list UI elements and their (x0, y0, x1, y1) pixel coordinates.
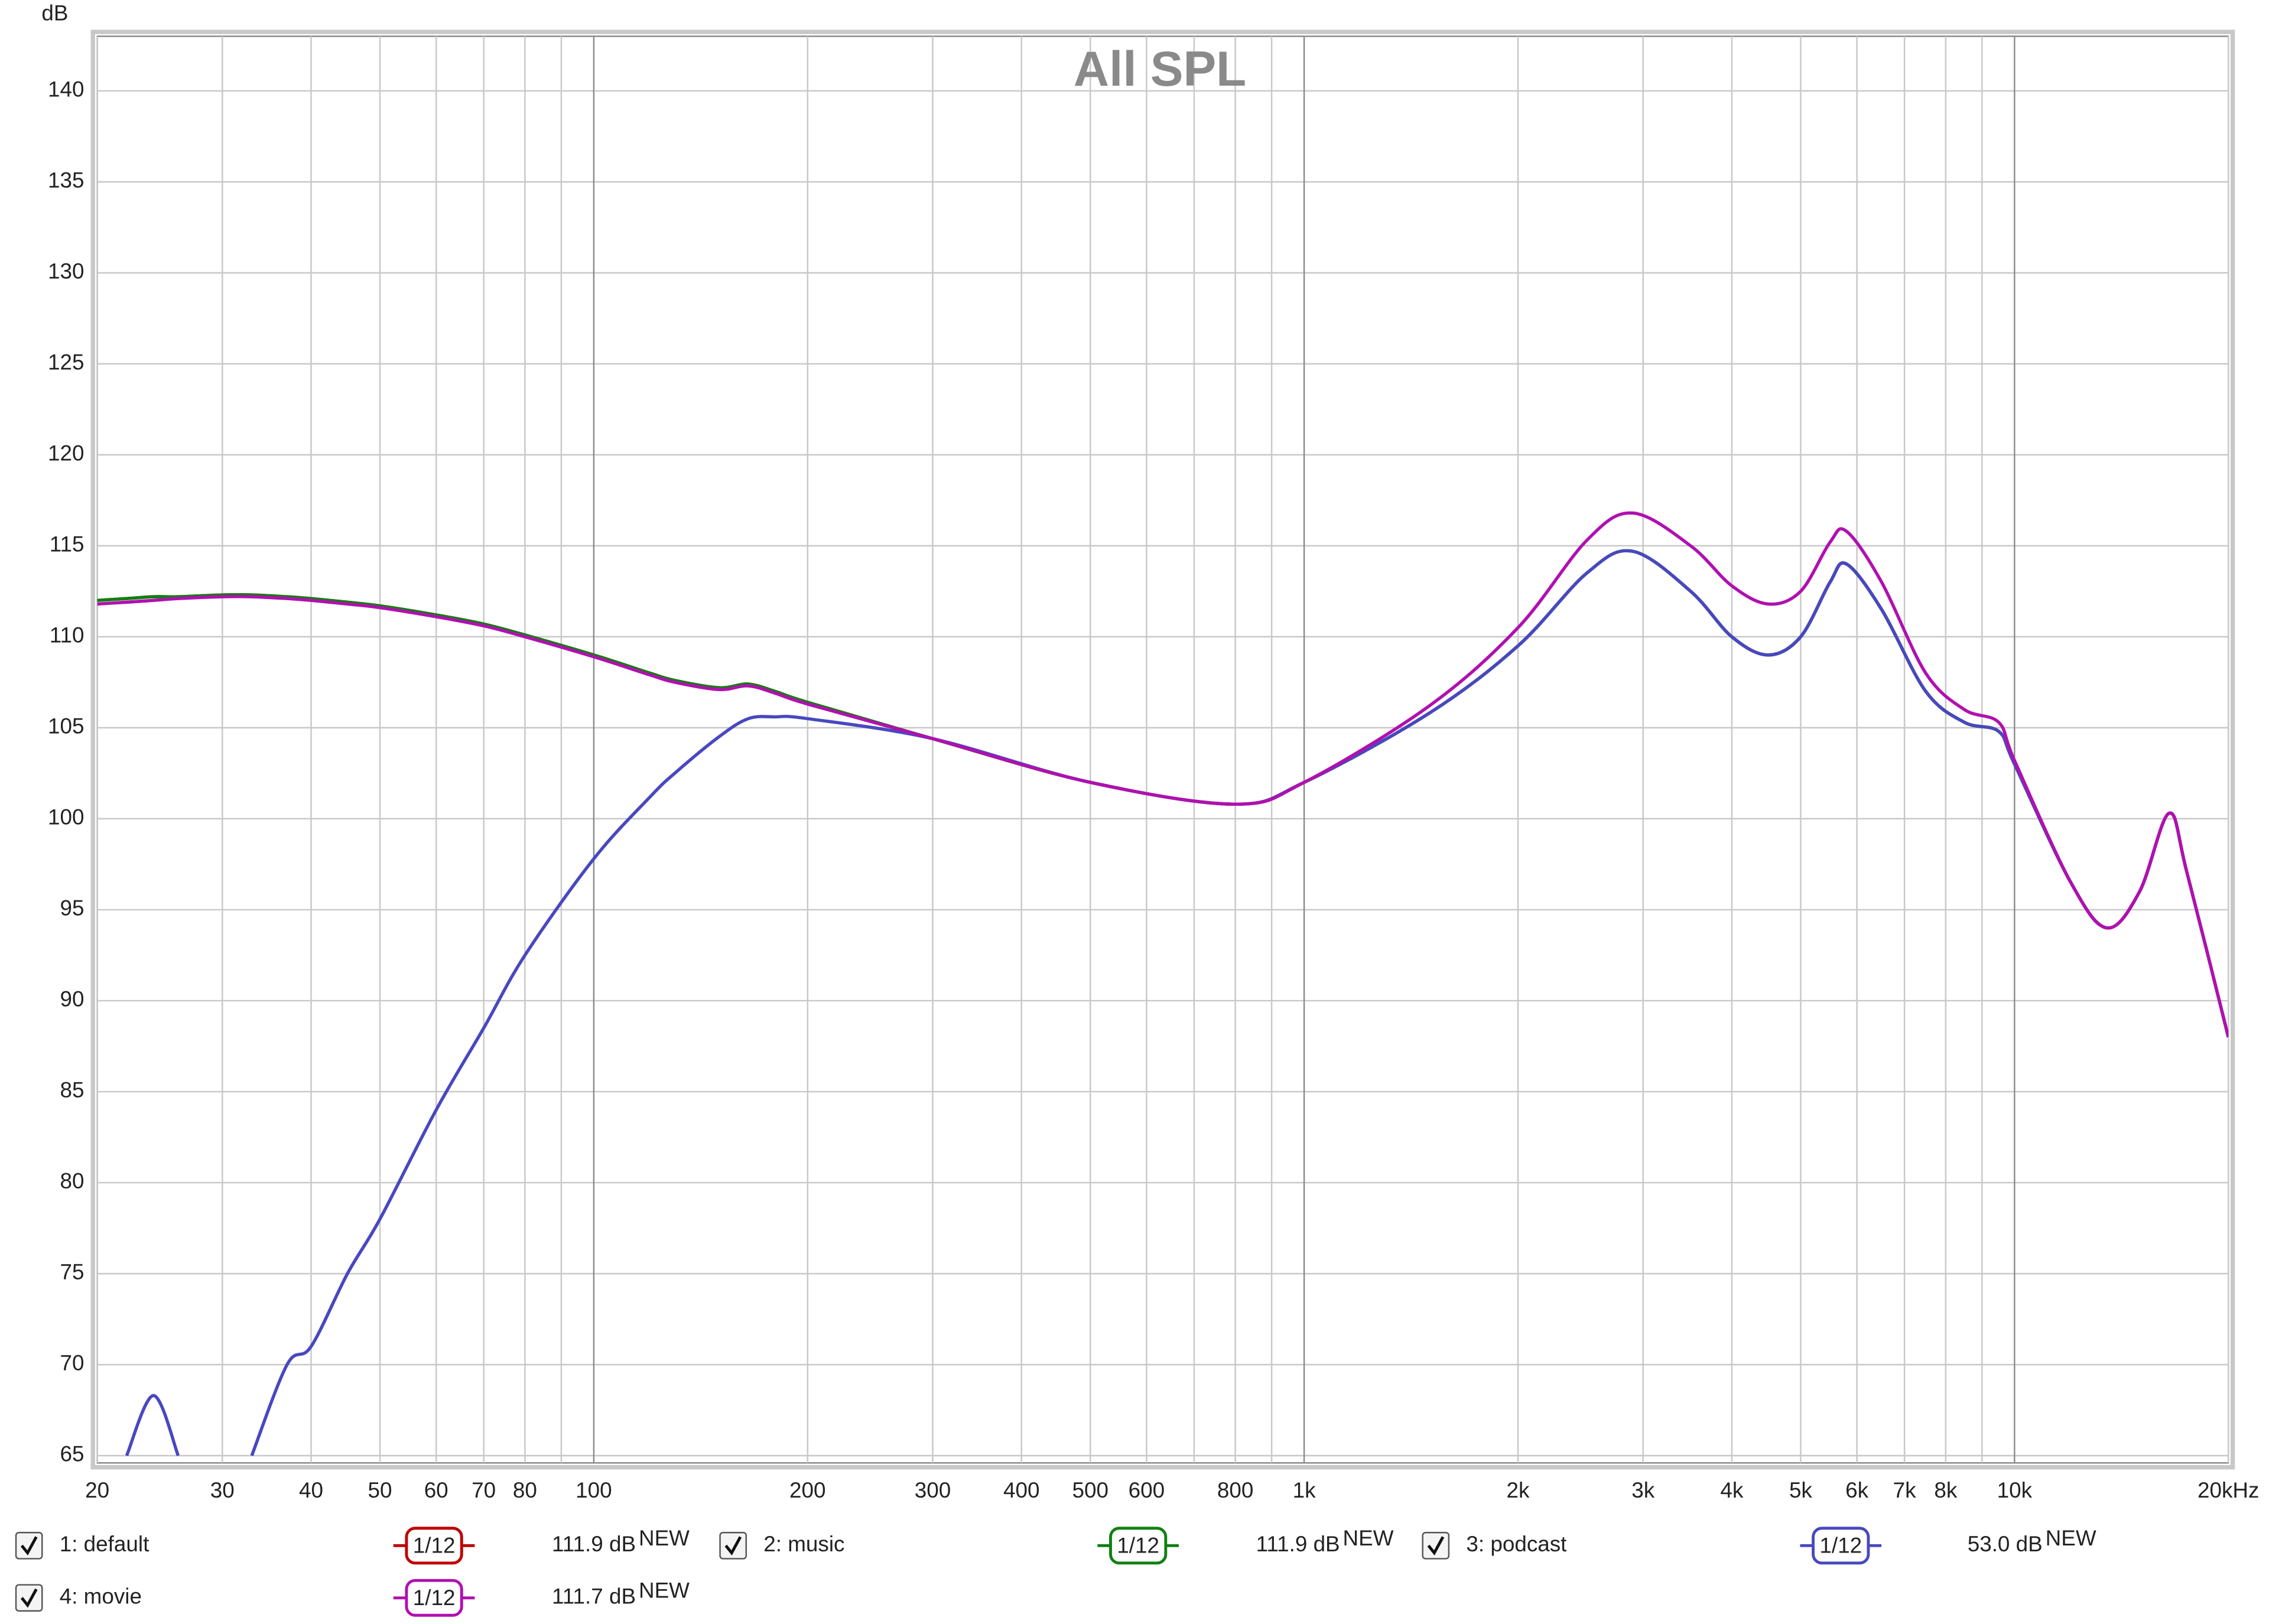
y-tick-label: 65 (60, 1442, 84, 1466)
x-tick-label: 800 (1217, 1478, 1253, 1502)
checkbox-box (15, 1532, 43, 1560)
smoothing-label: 1/12 (1117, 1534, 1159, 1558)
checkbox-check (1427, 1536, 1445, 1556)
smoothing-box (405, 1579, 463, 1617)
x-tick-label: 5k (1789, 1478, 1812, 1502)
x-tick-label: 300 (915, 1478, 951, 1502)
y-tick-label: 70 (60, 1351, 84, 1375)
x-tick-label: 400 (1003, 1478, 1039, 1502)
chart-title: All SPL (1074, 41, 1246, 96)
x-tick-label: 20 (85, 1478, 109, 1502)
plot-area (96, 35, 2229, 1464)
x-tick-label: 3k (1631, 1478, 1654, 1502)
y-tick-label: 125 (48, 350, 84, 375)
x-tick-label: 60 (424, 1478, 448, 1502)
legend-label: 3: podcast (1466, 1532, 1566, 1556)
legend-checkbox[interactable] (15, 1584, 43, 1612)
y-tick-label: 95 (60, 896, 84, 920)
smoothing-box (405, 1527, 463, 1565)
x-tick-label: 10k (1997, 1478, 2033, 1502)
level-badge: NEW (2046, 1526, 2096, 1550)
series-line (97, 511, 2229, 1038)
x-tick-label: 100 (576, 1478, 612, 1502)
level-badge: NEW (1343, 1526, 1394, 1550)
level-badge: NEW (639, 1579, 690, 1603)
level-label: 53.0 dB (1968, 1532, 2043, 1556)
x-tick-label: 80 (513, 1478, 537, 1502)
legend-checkbox[interactable] (719, 1532, 747, 1560)
x-tick-label: 2k (1507, 1478, 1530, 1502)
y-tick-label: 80 (60, 1169, 84, 1193)
y-tick-label: 85 (60, 1078, 84, 1102)
legend-label: 1: default (60, 1532, 149, 1556)
y-tick-label: 90 (60, 987, 84, 1011)
y-tick-label: 115 (50, 532, 84, 556)
checkbox-check (20, 1588, 38, 1608)
y-tick-label: 135 (48, 168, 84, 193)
smoothing-label: 1/12 (1819, 1534, 1862, 1558)
smoothing-label: 1/12 (413, 1586, 456, 1610)
smoothing-box (1109, 1527, 1168, 1565)
level-label: 111.9 dB (1256, 1532, 1340, 1556)
x-tick-label: 6k (1845, 1478, 1868, 1502)
y-tick-label: 100 (48, 805, 84, 829)
checkbox-box (719, 1532, 747, 1560)
legend-label: 4: movie (60, 1584, 142, 1609)
y-unit: dB (41, 1, 68, 25)
x-tick-label: 7k (1893, 1478, 1916, 1502)
level-badge: NEW (639, 1526, 690, 1550)
legend-checkbox[interactable] (1422, 1532, 1450, 1560)
y-tick-label: 130 (48, 259, 84, 284)
checkbox-check (724, 1536, 742, 1556)
x-tick-label: 40 (299, 1478, 323, 1502)
x-tick-label: 200 (789, 1478, 825, 1502)
checkbox-box (1422, 1532, 1450, 1560)
plot-frame (90, 30, 2235, 1470)
smoothing-box (1812, 1527, 1870, 1565)
x-tick-label: 30 (210, 1478, 235, 1502)
checkbox-box (15, 1584, 43, 1612)
x-tick-label: 50 (368, 1478, 392, 1502)
x-tick-label: 500 (1072, 1478, 1108, 1502)
plot-lines (97, 511, 2229, 1457)
x-tick-label: 70 (472, 1478, 496, 1502)
y-tick-label: 105 (48, 714, 84, 738)
smoothing-label: 1/12 (413, 1534, 456, 1558)
checkbox-check (20, 1536, 38, 1556)
x-tick-label: 20kHz (2198, 1478, 2259, 1502)
y-tick-label: 110 (50, 623, 84, 647)
x-tick-label: 4k (1720, 1478, 1743, 1502)
y-tick-label: 75 (60, 1260, 84, 1284)
level-label: 111.7 dB (552, 1584, 636, 1609)
x-tick-label: 600 (1129, 1478, 1165, 1502)
x-tick-label: 8k (1934, 1478, 1957, 1502)
x-tick-label: 1k (1293, 1478, 1316, 1502)
level-label: 111.9 dB (552, 1532, 636, 1556)
y-tick-label: 120 (48, 441, 84, 466)
legend-checkbox[interactable] (15, 1532, 43, 1560)
legend-label: 2: music (763, 1532, 844, 1556)
y-tick-label: 140 (48, 77, 84, 102)
